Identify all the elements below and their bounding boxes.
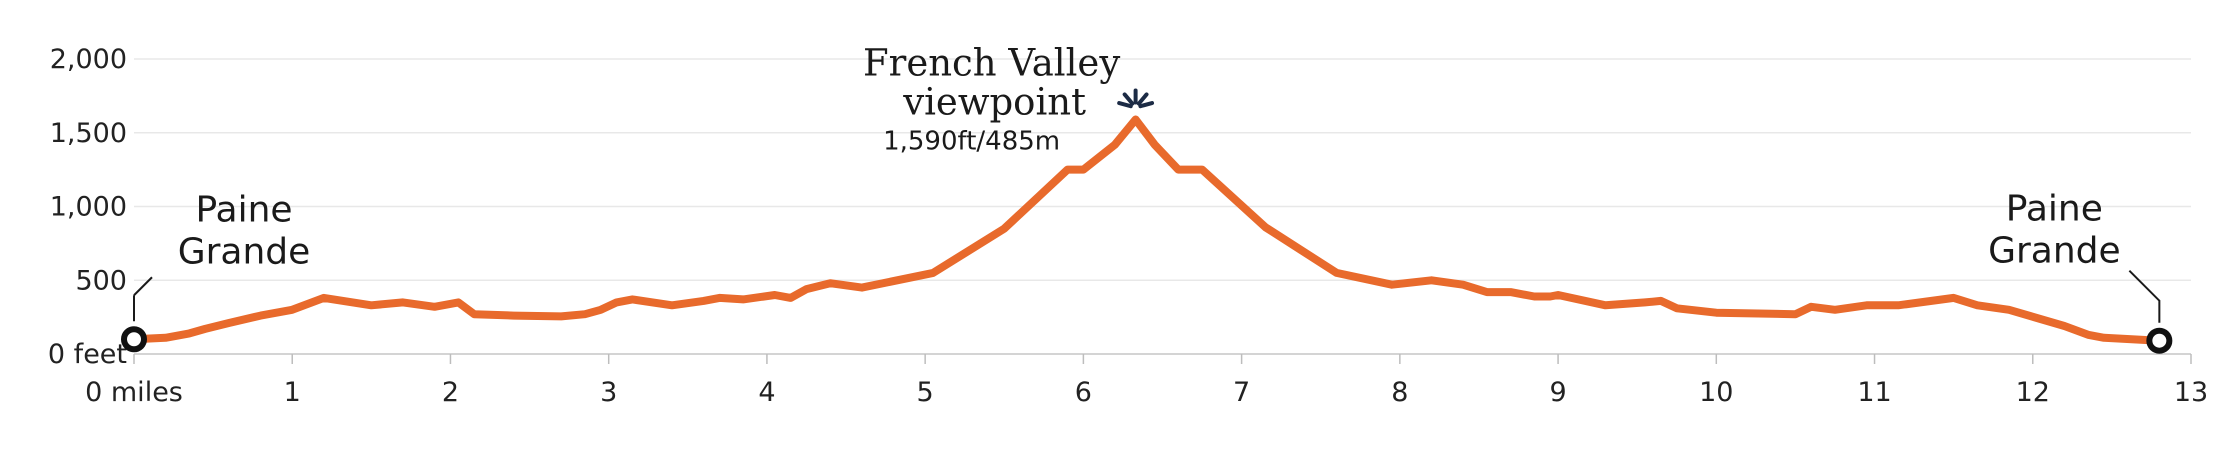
x-tick-label: 12 bbox=[2016, 377, 2050, 408]
grid-lines bbox=[134, 58, 2191, 355]
x-tick-label: 3 bbox=[600, 377, 617, 408]
viewpoint-ray bbox=[1136, 92, 1149, 106]
start-label-line2: Grande bbox=[178, 231, 311, 272]
x-tick-label: 6 bbox=[1075, 377, 1092, 408]
start-leader-line bbox=[133, 276, 153, 296]
y-tick-label: 1,000 bbox=[50, 192, 127, 223]
x-tick-label: 1 bbox=[284, 377, 301, 408]
end-point-marker bbox=[2146, 327, 2173, 354]
y-axis: 0 feet 500 1,000 1,500 2,000 bbox=[48, 44, 127, 370]
y-tick-label: 1,500 bbox=[50, 118, 127, 149]
x-tick-label: 4 bbox=[758, 377, 775, 408]
x-tick-label: 0 miles bbox=[85, 377, 183, 408]
x-tick-label: 9 bbox=[1549, 377, 1566, 408]
y-tick-label: 2,000 bbox=[50, 44, 127, 75]
end-label-line2: Grande bbox=[1988, 231, 2121, 272]
x-tick-label: 7 bbox=[1233, 377, 1250, 408]
end-label-line1: Paine bbox=[2006, 189, 2103, 230]
viewpoint-ray bbox=[1138, 101, 1155, 109]
x-tick-label: 5 bbox=[917, 377, 934, 408]
x-tick-label: 13 bbox=[2174, 377, 2208, 408]
x-tick-label: 2 bbox=[442, 377, 459, 408]
viewpoint-ray bbox=[1117, 101, 1133, 109]
y-tick-label: 500 bbox=[75, 265, 127, 296]
x-tick-label: 11 bbox=[1857, 377, 1891, 408]
end-leader-line bbox=[2128, 270, 2161, 323]
peak-viewpoint-icon bbox=[1117, 88, 1155, 109]
elevation-line bbox=[130, 115, 2164, 345]
y-tick-label: 0 feet bbox=[48, 339, 127, 370]
viewpoint-ray bbox=[1122, 92, 1135, 106]
peak-label-line1: French Valley bbox=[863, 41, 1120, 84]
start-point-marker bbox=[121, 326, 147, 353]
x-tick-label: 10 bbox=[1699, 377, 1733, 408]
x-tick-label: 8 bbox=[1391, 377, 1408, 408]
peak-label-line2: viewpoint bbox=[902, 80, 1086, 123]
start-label-line1: Paine bbox=[195, 189, 292, 230]
x-axis: 0 miles 1 2 3 4 5 6 7 8 9 10 11 12 13 bbox=[85, 354, 2208, 408]
peak-elevation-label: 1,590ft/485m bbox=[883, 126, 1060, 156]
